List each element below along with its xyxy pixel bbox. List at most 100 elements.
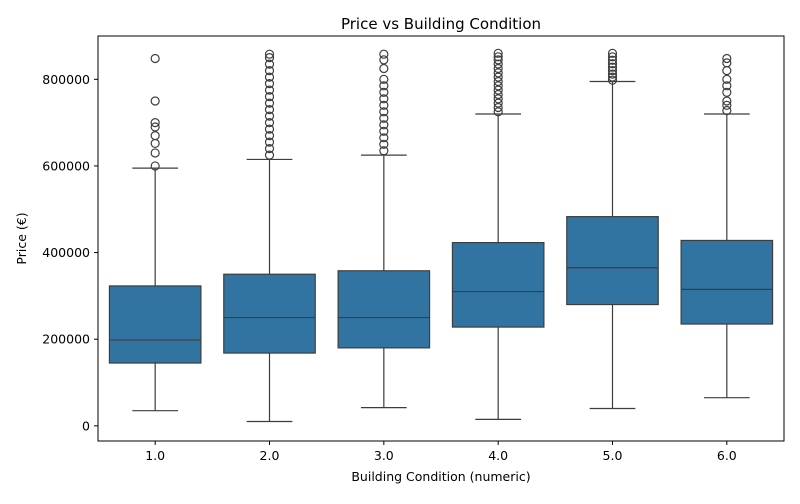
outlier-point [264,105,275,115]
outlier-point [379,133,389,143]
y-axis: 0 200000 400000 600000 800000 [42,72,98,433]
outlier-point [493,89,503,100]
outlier-point [379,126,389,136]
outlier-point [379,120,389,130]
outlier-point [493,72,503,82]
outlier-point [493,48,503,58]
x-tick-label: 4.0 [488,448,508,463]
box-group-1-0 [108,53,202,412]
outlier-point [493,55,503,65]
y-axis-label: Price (€) [14,212,29,264]
outlier-point [379,63,389,74]
x-tick-label: 2.0 [260,448,280,463]
outlier-point [607,75,618,85]
outlier-point [150,96,160,106]
outlier-point [379,49,389,59]
outlier-point [607,59,618,69]
outlier-point [722,58,732,68]
x-tick-label: 6.0 [717,448,737,463]
iqr-box [223,273,316,354]
outlier-point [722,74,732,84]
outlier-point [379,146,389,156]
outlier-point [493,52,503,62]
x-tick-label: 1.0 [145,448,165,463]
chart-title: Price vs Building Condition [341,15,541,33]
outlier-point [264,53,275,63]
outlier-point [493,63,503,74]
outlier-point [264,85,275,95]
outlier-point [607,62,618,72]
iqr-box [337,270,431,349]
outlier-point [264,66,275,76]
axes-frame [97,35,785,442]
box-group-4-0 [451,48,545,420]
outlier-point [379,55,389,65]
outlier-point [493,94,503,104]
outlier-point [607,52,618,62]
iqr-box [451,242,545,328]
outlier-point [493,85,503,95]
outlier-point [379,107,389,117]
outlier-point [607,66,618,76]
outlier-point [150,53,160,64]
outlier-point [264,72,275,82]
outlier-point [264,131,275,141]
outlier-point [722,87,732,97]
outlier-point [264,137,275,147]
outlier-point [493,59,503,69]
outlier-point [264,118,275,128]
outlier-point [493,107,503,117]
outlier-point [264,59,275,69]
outlier-point [722,105,732,116]
iqr-box [566,216,659,306]
iqr-box [680,239,774,325]
box-group-2-0 [223,49,316,423]
x-axis: 1.0 2.0 3.0 4.0 5.0 6.0 [145,441,737,463]
outlier-point [264,124,275,134]
outlier-point [722,100,732,110]
outlier-point [150,161,160,171]
outlier-point [264,144,275,154]
outlier-point [607,69,618,79]
outlier-point [722,81,732,91]
y-tick-label: 400000 [42,245,90,260]
outlier-point [379,74,389,84]
y-tick-label: 800000 [42,72,90,87]
box-group-3-0 [337,49,431,409]
outlier-point [493,68,503,78]
outlier-point [722,66,732,76]
outlier-point [379,100,389,110]
outlier-point [493,81,503,91]
x-tick-label: 3.0 [374,448,394,463]
outlier-point [379,94,389,104]
outlier-point [264,49,275,59]
outlier-point [493,98,503,108]
outlier-point [150,118,160,128]
outlier-point [264,98,275,108]
outlier-point [607,48,618,58]
outlier-point [264,79,275,89]
outlier-point [150,122,160,132]
outlier-point [607,72,618,82]
outlier-point [379,87,389,97]
x-axis-label: Building Condition (numeric) [351,469,530,484]
outlier-point [493,102,503,113]
outlier-point [150,138,160,149]
outlier-point [722,96,732,106]
x-tick-label: 5.0 [603,448,623,463]
outlier-point [607,55,618,65]
outlier-point [379,113,389,123]
y-tick-label: 600000 [42,158,90,173]
outlier-point [264,92,275,102]
box-group-5-0 [566,48,659,410]
iqr-box [108,285,202,364]
outlier-point [379,81,389,91]
box-group-6-0 [680,53,774,399]
outlier-point [264,111,275,121]
y-tick-label: 0 [82,418,90,433]
outlier-point [493,76,503,87]
y-tick-label: 200000 [42,332,90,347]
outlier-point [150,148,160,158]
